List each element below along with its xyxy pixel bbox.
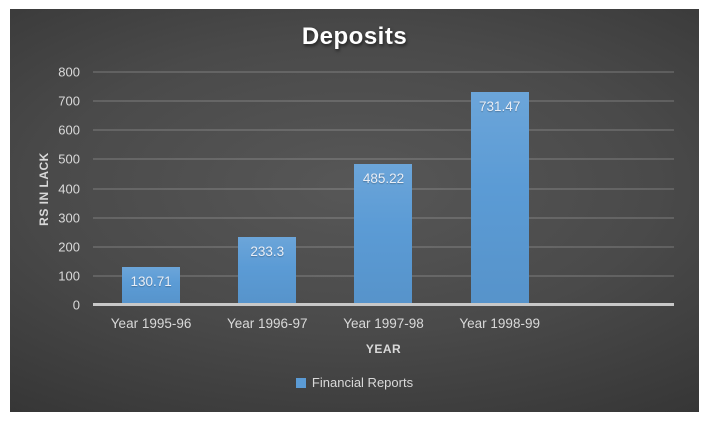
plot-area: 130.71 233.3 485.22 731.47 [93,71,674,306]
legend-swatch-icon [295,377,306,388]
y-tick-label: 0 [72,297,80,313]
bar-value-label: 130.71 [130,273,172,289]
gridline [93,71,674,73]
x-axis-tick-labels: Year 1995-96 Year 1996-97 Year 1997-98 Year… [93,316,674,334]
bar-slot: 233.3 [209,72,325,305]
bar-year-1997-98[interactable]: 485.22 [354,163,413,305]
y-tick-label: 700 [58,93,80,109]
y-axis-tick-labels: 0 100 200 300 400 500 600 700 800 [10,66,86,312]
bar-slot: 485.22 [325,72,441,305]
bar-slot: 731.47 [442,72,558,305]
y-tick-label: 100 [58,268,80,284]
legend[interactable]: Financial Reports [10,375,699,390]
x-axis-line [93,303,674,306]
x-tick-label: Year 1995-96 [110,316,192,331]
y-tick-label: 400 [58,181,80,196]
x-tick-label: Year 1997-98 [343,316,424,331]
x-tick-label: Year 1998-99 [459,316,540,331]
deposits-bar-chart[interactable]: Deposits RS IN LACK 0 100 200 300 400 500 600 7… [10,9,699,412]
bar-year-1996-97[interactable]: 233.3 [238,237,297,305]
bar-year-1995-96[interactable]: 130.71 [122,266,181,305]
bar-value-label: 731.47 [479,98,521,114]
y-tick-label: 300 [58,210,80,226]
chart-title: Deposits [301,23,408,50]
x-tick-label: Year 1996-97 [226,316,308,331]
bar-slot: 130.71 [93,72,209,305]
legend-label: Financial Reports [311,375,414,390]
y-tick-label: 800 [58,64,80,80]
bar-value-label: 485.22 [362,170,405,186]
y-tick-label: 500 [58,151,80,167]
gridline [93,129,674,131]
bar-year-1998-99[interactable]: 731.47 [470,91,529,305]
x-axis-title: YEAR [365,342,402,356]
y-tick-label: 600 [58,122,80,138]
gridline [93,158,674,160]
gridline [93,100,674,102]
y-tick-label: 200 [58,239,80,255]
bar-value-label: 233.3 [250,244,285,260]
